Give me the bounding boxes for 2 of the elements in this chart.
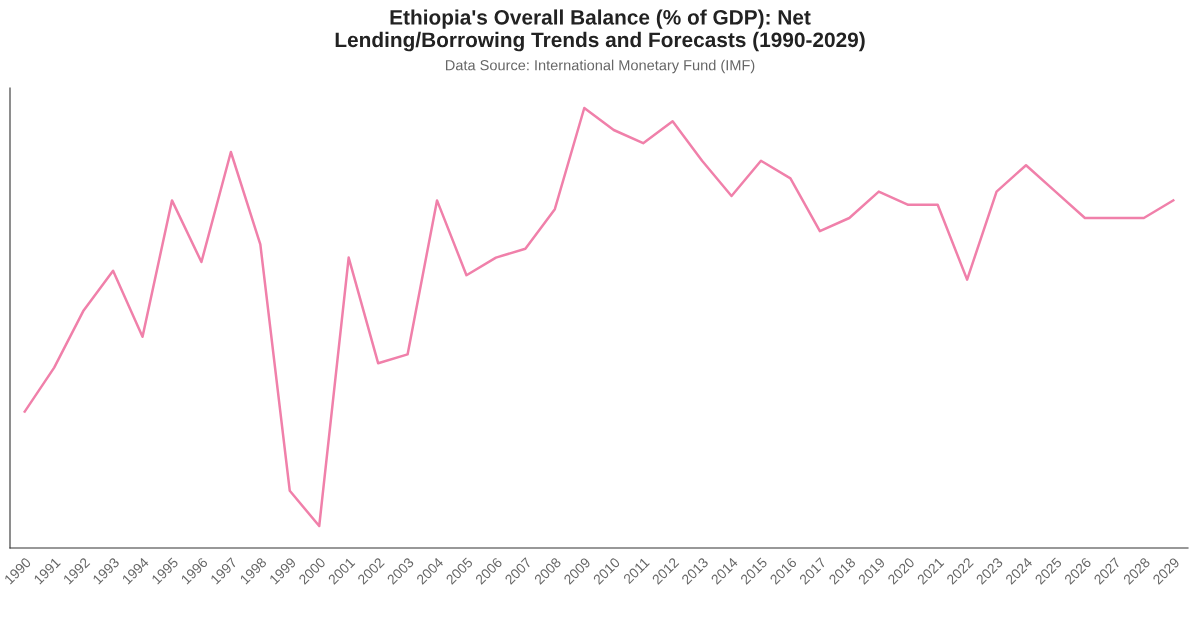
chart-title: Ethiopia's Overall Balance (% of GDP): Net Lending/Borrowing Trends and Forecasts (1990-2029) [335, 9, 865, 52]
chart-subtitle: Data Source: International Monetary Fund (IMF) [445, 59, 755, 74]
